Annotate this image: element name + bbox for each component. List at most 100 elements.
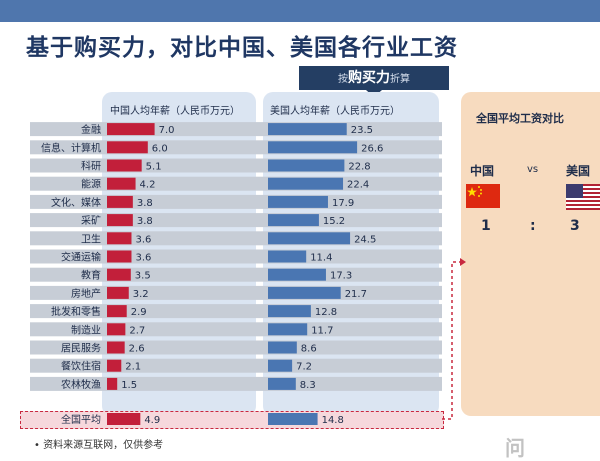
china-value-label: 3.6 — [135, 234, 151, 245]
us-value-label: 7.2 — [296, 362, 312, 373]
china-value-label: 3.2 — [133, 289, 149, 300]
us-bar — [268, 141, 358, 154]
china-value-label: 5.1 — [146, 162, 162, 173]
top-banner — [0, 0, 600, 22]
china-average-bar — [107, 413, 141, 425]
china-bar — [107, 159, 142, 172]
row-stripe — [30, 304, 442, 319]
category-label: 金融 — [81, 123, 101, 136]
china-value-label: 4.2 — [140, 180, 156, 191]
us-value-label: 12.8 — [315, 307, 337, 318]
us-bar — [268, 232, 351, 245]
china-bar — [107, 341, 125, 354]
us-bar — [268, 250, 307, 263]
row-stripe — [30, 358, 442, 373]
china-bar — [107, 232, 132, 245]
average-link-arrow-icon — [460, 258, 466, 266]
row-stripe — [30, 322, 442, 337]
us-bar — [268, 159, 345, 172]
us-bar — [268, 286, 341, 299]
average-category-label: 全国平均 — [61, 413, 101, 426]
us-bar — [268, 268, 326, 281]
china-value-label: 3.5 — [135, 271, 151, 282]
category-label: 制造业 — [71, 323, 101, 336]
china-series-header: 中国人均年薪（人民币万元） — [110, 106, 240, 117]
us-value-label: 8.6 — [301, 344, 317, 355]
us-bar — [268, 214, 319, 227]
category-label: 卫生 — [81, 232, 101, 245]
comparison-us-label: 美国 — [566, 164, 591, 178]
row-stripe — [30, 340, 442, 355]
comparison-vs: vs — [527, 164, 539, 175]
china-value-label: 1.5 — [121, 380, 137, 391]
us-bar — [268, 377, 296, 390]
row-stripe — [30, 249, 442, 264]
category-label: 文化、媒体 — [51, 196, 101, 209]
china-average-value-label: 4.9 — [144, 415, 160, 426]
us-value-label: 26.6 — [361, 143, 383, 154]
category-label: 交通运输 — [61, 251, 101, 264]
category-label: 餐饮住宿 — [61, 360, 101, 373]
comparison-china-label: 中国 — [470, 164, 495, 178]
comparison-title: 全国平均工资对比 — [476, 112, 564, 125]
china-bar — [107, 377, 118, 390]
us-bar — [268, 195, 328, 208]
us-series-header: 美国人均年薪（人民币万元） — [270, 106, 400, 117]
us-bar — [268, 123, 347, 136]
china-value-label: 2.1 — [125, 362, 141, 373]
source-note: • 资料来源互联网，仅供参考 — [34, 440, 164, 451]
china-bar — [107, 305, 127, 318]
us-value-label: 23.5 — [351, 125, 373, 136]
us-average-bar — [268, 413, 318, 425]
us-value-label: 17.9 — [332, 198, 354, 209]
china-bar — [107, 359, 122, 372]
ppp-highlight: 购买力 — [348, 70, 390, 86]
china-value-label: 2.9 — [131, 307, 147, 318]
china-bar — [107, 123, 155, 136]
china-bar — [107, 177, 136, 190]
china-value-label: 2.7 — [129, 325, 145, 336]
china-value-label: 6.0 — [152, 143, 168, 154]
ppp-banner: 按购买力折算 — [299, 66, 449, 90]
china-bar — [107, 250, 132, 263]
row-stripe — [30, 213, 442, 228]
category-label: 采矿 — [81, 214, 101, 227]
category-label: 农林牧渔 — [61, 378, 101, 391]
us-value-label: 11.7 — [311, 325, 333, 336]
ppp-prefix: 按 — [338, 74, 348, 85]
us-value-label: 15.2 — [323, 216, 345, 227]
us-average-value-label: 14.8 — [322, 415, 344, 426]
china-flag-icon — [466, 184, 500, 208]
category-label: 居民服务 — [61, 342, 101, 355]
us-bar — [268, 323, 308, 336]
us-value-label: 17.3 — [330, 271, 352, 282]
category-label: 批发和零售 — [51, 305, 101, 318]
us-value-label: 21.7 — [345, 289, 367, 300]
us-value-label: 24.5 — [354, 234, 376, 245]
us-value-label: 22.8 — [348, 162, 370, 173]
us-bar — [268, 177, 344, 190]
row-stripe — [30, 194, 442, 209]
page-title: 基于购买力，对比中国、美国各行业工资 — [26, 35, 458, 61]
row-stripe — [30, 267, 442, 282]
us-value-label: 11.4 — [310, 253, 332, 264]
china-value-label: 3.8 — [137, 198, 153, 209]
china-value-label: 7.0 — [159, 125, 175, 136]
china-value-label: 3.6 — [135, 253, 151, 264]
china-value-label: 3.8 — [137, 216, 153, 227]
us-bar — [268, 359, 293, 372]
ratio-china: 1 — [481, 218, 491, 234]
watermark: 问 — [505, 436, 525, 460]
ratio-us: 3 — [570, 218, 580, 234]
category-label: 信息、计算机 — [41, 141, 101, 154]
category-label: 教育 — [81, 269, 101, 282]
category-label: 科研 — [81, 160, 101, 173]
category-label: 能源 — [81, 178, 101, 191]
category-label: 房地产 — [71, 287, 101, 300]
us-value-label: 22.4 — [347, 180, 369, 191]
ppp-suffix: 折算 — [390, 74, 410, 85]
china-bar — [107, 214, 133, 227]
china-bar — [107, 268, 131, 281]
comparison-panel — [461, 92, 600, 416]
